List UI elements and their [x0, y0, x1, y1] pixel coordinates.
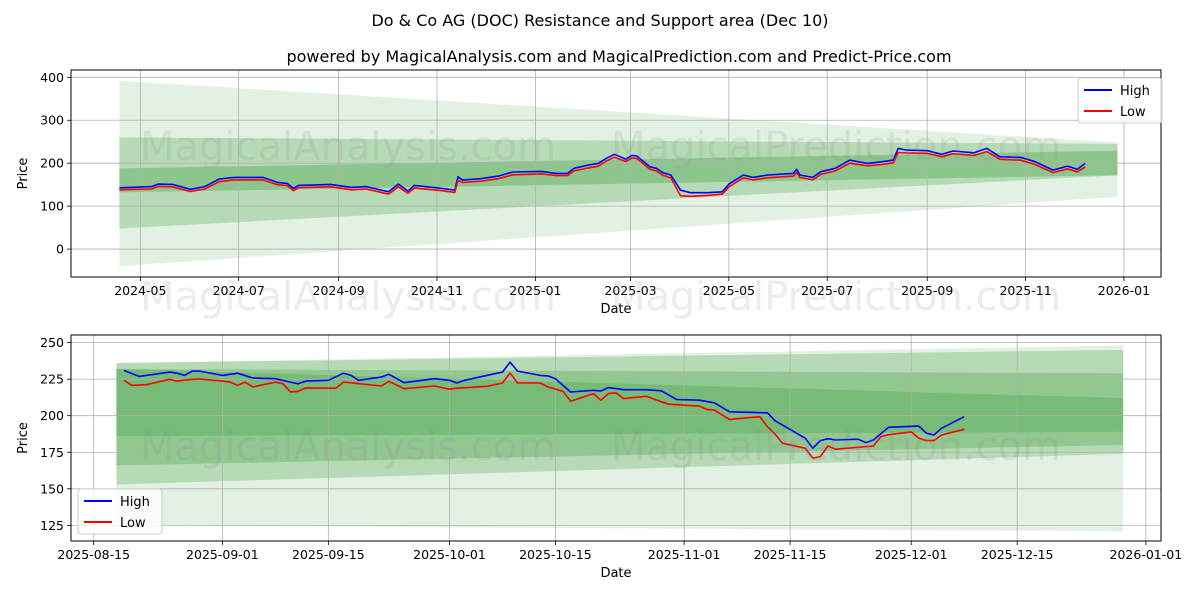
bottom-chart-recent-zoom: 2025-08-15 2025-09-01 2025-09-15 2025-10-01… — [16, 334, 1183, 581]
y-tick-label: 125 — [40, 518, 64, 533]
high-price-line — [119, 147, 1086, 194]
watermark-text: MagicalPrediction.com — [611, 274, 1061, 320]
watermark-text: MagicalAnalysis.com — [140, 424, 556, 470]
legend-label: Low — [1120, 105, 1146, 120]
y-tick-label: 150 — [40, 481, 64, 496]
x-axis-label: Date — [600, 302, 631, 317]
low-price-line — [119, 150, 1086, 198]
legend-label: High — [120, 495, 150, 510]
x-axis-label: Date — [600, 566, 631, 581]
y-axis-label: Price — [16, 422, 31, 454]
y-tick-label: 200 — [40, 156, 64, 171]
x-tick-label: 2025-12-15 — [981, 547, 1054, 562]
x-tick-label: 2025-07 — [801, 283, 853, 298]
x-tick-label: 2025-01 — [509, 283, 561, 298]
low-price-line — [123, 372, 965, 459]
y-tick-label: 200 — [40, 408, 64, 423]
x-tick-label: 2025-08-15 — [57, 547, 130, 562]
legend-label: High — [1120, 84, 1150, 99]
chart-title: Do & Co AG (DOC) Resistance and Support … — [371, 11, 828, 30]
support-resistance-band — [116, 368, 1124, 437]
x-tick-label: 2025-09 — [901, 283, 953, 298]
y-tick-label: 225 — [40, 372, 64, 387]
support-resistance-band — [116, 349, 1124, 485]
x-tick-label: 2025-05 — [703, 283, 755, 298]
x-tick-label: 2024-05 — [114, 283, 166, 298]
watermark-text: MagicalPrediction.com — [611, 424, 1061, 470]
y-tick-label: 175 — [40, 445, 64, 460]
y-tick-label: 400 — [40, 70, 64, 85]
x-tick-label: 2025-03 — [604, 283, 656, 298]
legend-label: Low — [120, 516, 146, 531]
top-chart-full-history: 2024-05 2024-07 2024-09 2024-11 2025-01 2025-… — [16, 69, 1163, 317]
support-resistance-band — [119, 150, 1118, 193]
x-tick-label: 2025-09-15 — [292, 547, 365, 562]
y-tick-label: 300 — [40, 113, 64, 128]
x-tick-label: 2024-07 — [213, 283, 265, 298]
x-tick-label: 2025-10-01 — [413, 547, 486, 562]
axes-frame — [70, 69, 1162, 278]
x-tick-label: 2024-11 — [411, 283, 463, 298]
x-tick-label: 2024-09 — [313, 283, 365, 298]
watermark-text: MagicalAnalysis.com — [140, 274, 556, 320]
legend: High Low — [77, 488, 163, 535]
high-price-line — [123, 361, 965, 449]
x-tick-label: 2025-11 — [999, 283, 1051, 298]
x-tick-label: 2025-11-01 — [648, 547, 721, 562]
x-tick-label: 2025-09-01 — [186, 547, 259, 562]
x-tick-label: 2025-11-15 — [754, 547, 827, 562]
watermark-text: MagicalPrediction.com — [611, 124, 1061, 170]
y-tick-label: 250 — [40, 335, 64, 350]
support-resistance-band — [119, 137, 1118, 229]
y-tick-label: 0 — [56, 242, 64, 257]
x-tick-label: 2025-12-01 — [875, 547, 948, 562]
axes-frame — [70, 334, 1162, 542]
support-resistance-band — [119, 80, 1118, 267]
watermark-text: MagicalAnalysis.com — [140, 124, 556, 170]
support-resistance-band — [116, 345, 1124, 532]
y-tick-label: 100 — [40, 199, 64, 214]
x-tick-label: 2026-01 — [1098, 283, 1150, 298]
chart-subtitle: powered by MagicalAnalysis.com and Magic… — [286, 47, 951, 66]
x-tick-label: 2026-01-01 — [1110, 547, 1183, 562]
legend: High Low — [1077, 77, 1163, 124]
x-tick-label: 2025-10-15 — [519, 547, 592, 562]
y-axis-label: Price — [16, 158, 31, 190]
